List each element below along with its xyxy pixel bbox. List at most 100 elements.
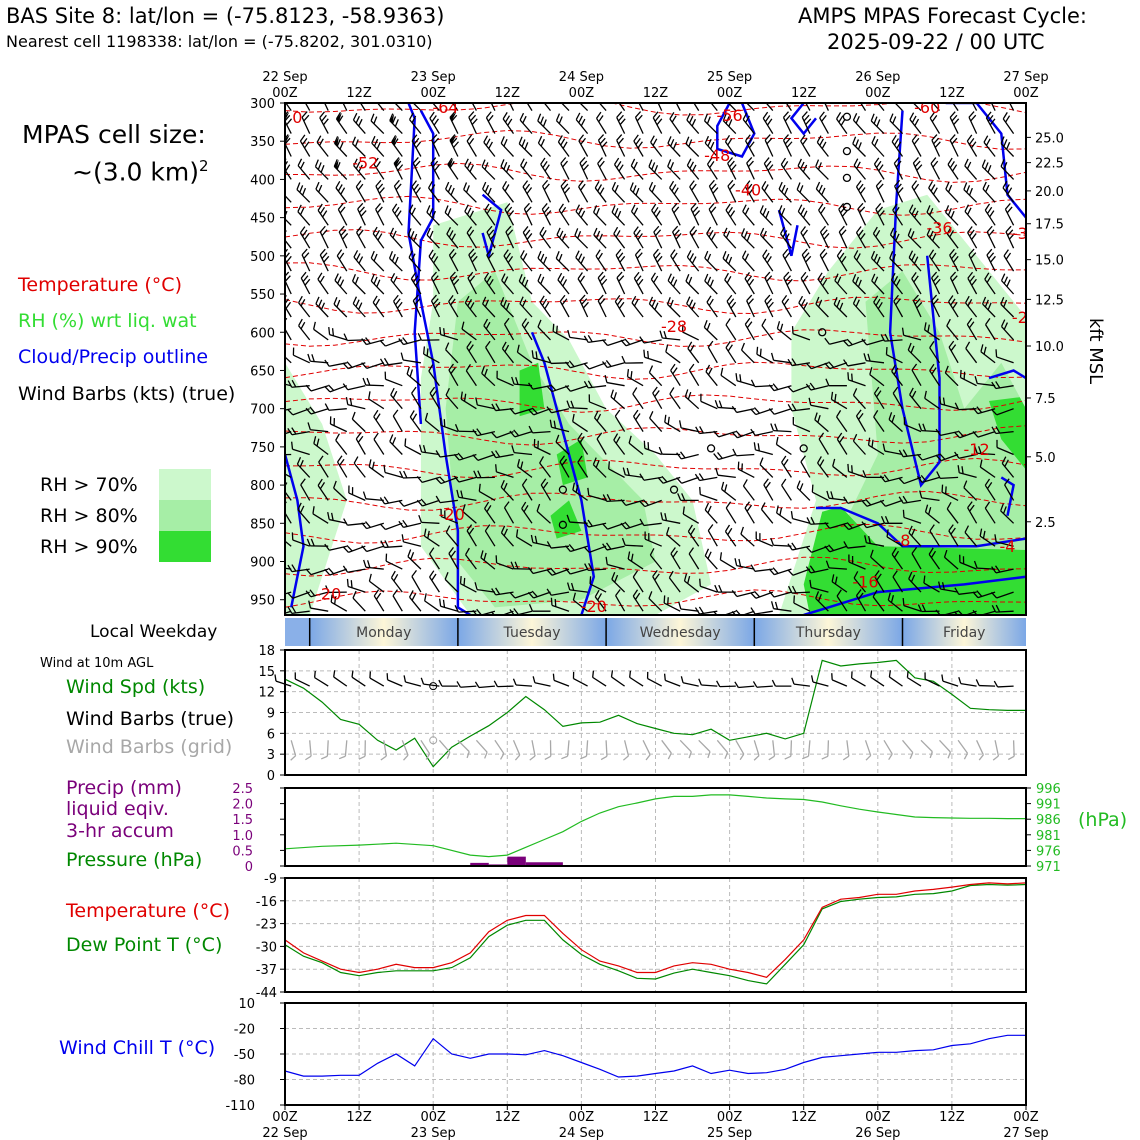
barb-feather xyxy=(410,272,417,280)
barb-feather xyxy=(577,253,583,261)
barb-feather xyxy=(579,275,586,283)
barb-feather xyxy=(861,500,868,507)
barb-feather xyxy=(558,116,563,124)
barb-staff xyxy=(816,141,829,157)
barb-feather xyxy=(633,89,641,95)
barb-staff xyxy=(888,419,903,433)
barb-feather xyxy=(873,253,878,262)
barb-feather xyxy=(967,226,973,234)
barb-feather xyxy=(375,413,381,421)
barb-pennant xyxy=(334,136,340,147)
barb-feather xyxy=(689,226,696,233)
barb-feather xyxy=(287,427,293,436)
barb-feather xyxy=(460,490,464,499)
barb-feather xyxy=(546,588,552,596)
wind-barb xyxy=(1004,202,1015,226)
wind-barb xyxy=(546,406,570,414)
barb-feather xyxy=(357,435,364,443)
barb-feather xyxy=(540,276,545,285)
wind-barb xyxy=(299,226,311,249)
barb-staff xyxy=(389,441,403,455)
barb-staff xyxy=(977,610,996,615)
rh-region-80 xyxy=(816,271,1026,615)
barb-feather xyxy=(864,535,867,543)
barb-feather xyxy=(448,248,455,256)
barb-staff xyxy=(412,162,422,180)
barb-feather xyxy=(600,755,608,761)
barb-feather xyxy=(616,111,623,118)
barb-feather xyxy=(718,400,723,408)
barb-feather xyxy=(522,180,529,188)
barb-feather xyxy=(509,591,516,599)
barb-feather xyxy=(946,318,951,327)
wind-barb xyxy=(857,202,867,226)
barb-feather xyxy=(944,205,950,213)
wind-barb xyxy=(319,248,330,272)
wind-barb xyxy=(852,388,866,410)
barb-feather xyxy=(704,273,709,282)
wind-barb xyxy=(411,180,422,203)
pressure-unit: (hPa) xyxy=(1078,809,1128,831)
wind-barb xyxy=(333,159,348,180)
barb-feather xyxy=(949,248,955,256)
barb-feather xyxy=(316,438,320,447)
barb-feather xyxy=(791,358,797,366)
barb-feather xyxy=(688,751,692,759)
barb-staff xyxy=(800,461,811,478)
isotherm-line xyxy=(285,195,1026,216)
barb-feather xyxy=(776,505,779,514)
wind-barb xyxy=(368,459,385,478)
barb-feather xyxy=(1004,184,1010,192)
barb-staff xyxy=(423,353,440,364)
wind-barb xyxy=(759,227,774,249)
wind-barb xyxy=(761,318,774,341)
barb-feather xyxy=(430,157,437,164)
wind-barb xyxy=(938,396,959,410)
barb-staff xyxy=(385,378,403,387)
barb-feather xyxy=(628,435,632,444)
wind-barb xyxy=(750,428,773,436)
wind-barb xyxy=(372,226,385,249)
barb-feather xyxy=(787,569,794,576)
barb-feather xyxy=(821,252,828,260)
barb-staff xyxy=(864,740,872,756)
barb-feather xyxy=(890,272,896,281)
barb-staff xyxy=(847,362,866,367)
barb-feather xyxy=(572,482,576,491)
barb-staff xyxy=(476,588,495,593)
barb-feather xyxy=(411,180,417,188)
barb-feather xyxy=(708,202,715,210)
barb-staff xyxy=(606,381,625,387)
barb-feather xyxy=(616,298,623,306)
barb-staff xyxy=(285,565,292,570)
wind-barb xyxy=(648,181,663,203)
wind-barb xyxy=(556,227,570,249)
barb-feather xyxy=(487,114,494,122)
barb-feather xyxy=(521,478,528,486)
barb-staff xyxy=(967,277,978,295)
barb-feather xyxy=(495,464,498,472)
barb-staff xyxy=(401,740,409,756)
barb-staff xyxy=(409,416,422,432)
barb-feather xyxy=(965,341,971,349)
barb-feather xyxy=(825,378,830,386)
barb-staff xyxy=(502,187,515,203)
barb-staff xyxy=(912,162,922,180)
barb-feather xyxy=(727,527,733,536)
wind-barb xyxy=(613,103,626,111)
barb-feather xyxy=(376,141,381,150)
barb-staff xyxy=(891,553,904,570)
barb-feather xyxy=(443,419,446,427)
barb-feather xyxy=(537,250,542,259)
barb-staff xyxy=(520,165,533,180)
barb-feather xyxy=(468,344,474,352)
barb-staff xyxy=(629,676,644,687)
wind-barb xyxy=(930,157,941,180)
barb-feather xyxy=(809,579,812,588)
legend-windchill: Wind Chill T (°C) xyxy=(59,1037,216,1059)
wind-barb xyxy=(742,479,755,501)
barb-staff xyxy=(796,189,811,203)
barb-staff xyxy=(449,117,459,134)
barb-feather xyxy=(653,275,659,283)
barb-staff xyxy=(500,532,514,547)
